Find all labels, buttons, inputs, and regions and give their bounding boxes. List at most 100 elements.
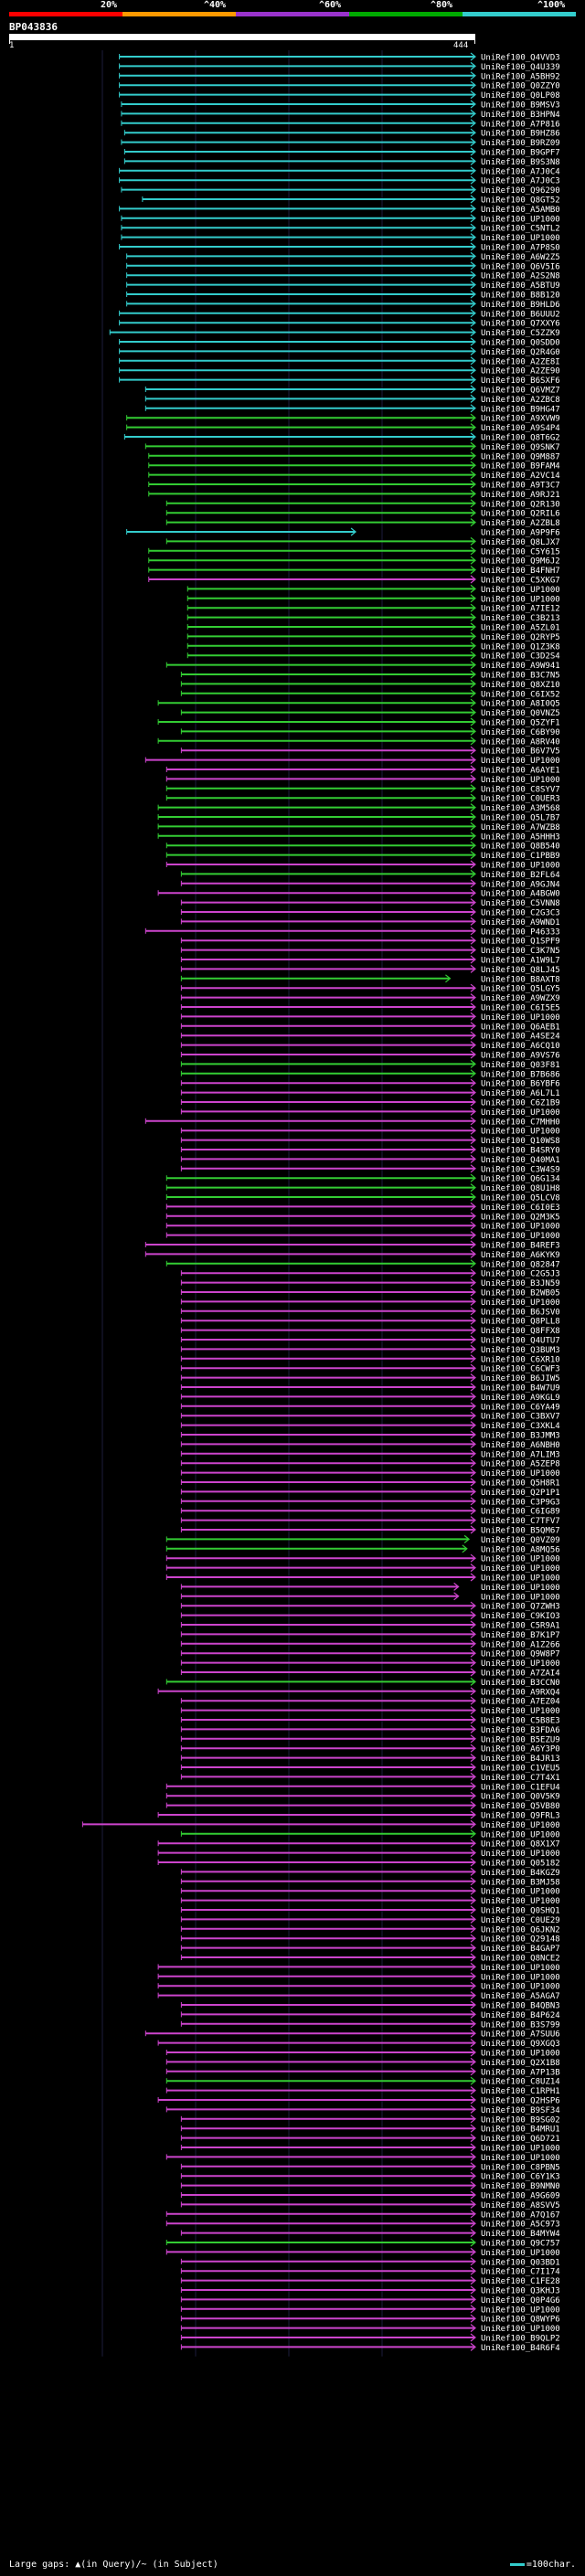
hit-row[interactable]: UniRef100_A7J0C3 bbox=[119, 175, 560, 186]
hit-row[interactable]: UniRef100_B9SG02 bbox=[180, 2115, 560, 2125]
hit-row[interactable]: UniRef100_A9T3C7 bbox=[148, 480, 560, 491]
hit-row[interactable]: UniRef100_A2ZE90 bbox=[119, 366, 560, 376]
hit-label[interactable]: UniRef100_Q9W8P7 bbox=[481, 1650, 560, 1659]
hit-label[interactable]: UniRef100_Q8PLL8 bbox=[481, 1318, 560, 1327]
hit-label[interactable]: UniRef100_C3B213 bbox=[481, 614, 560, 623]
hit-row[interactable]: UniRef100_Q3BUM3 bbox=[180, 1344, 560, 1355]
hit-label[interactable]: UniRef100_Q0SDD0 bbox=[481, 339, 560, 348]
hit-label[interactable]: UniRef100_UP1000 bbox=[481, 1707, 560, 1716]
hit-row[interactable]: UniRef100_C5VNN8 bbox=[180, 898, 560, 909]
hit-label[interactable]: UniRef100_UP1000 bbox=[481, 2145, 560, 2154]
hit-row[interactable]: UniRef100_A9S4P4 bbox=[126, 423, 560, 434]
hit-row[interactable]: UniRef100_A5BTU9 bbox=[126, 281, 560, 292]
hit-row[interactable]: UniRef100_Q8FFX8 bbox=[180, 1326, 560, 1337]
hit-row[interactable]: UniRef100_Q5VB80 bbox=[165, 1801, 560, 1812]
hit-row[interactable]: UniRef100_A7SUU6 bbox=[144, 2029, 560, 2040]
hit-row[interactable]: UniRef100_Q8PLL8 bbox=[180, 1316, 560, 1327]
hit-label[interactable]: UniRef100_Q0SHQ1 bbox=[481, 1907, 560, 1916]
hit-row[interactable]: UniRef100_C1RPH1 bbox=[165, 2086, 560, 2097]
hit-row[interactable]: UniRef100_B4JR13 bbox=[180, 1754, 560, 1765]
hit-row[interactable]: UniRef100_B6JSV0 bbox=[180, 1307, 560, 1318]
hit-row[interactable]: UniRef100_C6BY90 bbox=[180, 726, 560, 737]
hit-row[interactable]: UniRef100_B9HZ86 bbox=[123, 128, 560, 139]
hit-row[interactable]: UniRef100_Q2R130 bbox=[165, 499, 560, 510]
hit-label[interactable]: UniRef100_B4GAP7 bbox=[481, 1945, 560, 1954]
hit-label[interactable]: UniRef100_UP1000 bbox=[481, 1128, 560, 1137]
hit-label[interactable]: UniRef100_Q0ZZY0 bbox=[481, 82, 560, 91]
hit-label[interactable]: UniRef100_C6I5E5 bbox=[481, 1004, 560, 1013]
hit-label[interactable]: UniRef100_Q8X1X7 bbox=[481, 1840, 560, 1850]
hit-row[interactable]: UniRef100_Q05182 bbox=[157, 1858, 560, 1869]
hit-row[interactable]: UniRef100_Q0LP08 bbox=[119, 90, 560, 101]
hit-row[interactable]: UniRef100_A7Q167 bbox=[165, 2210, 560, 2221]
hit-label[interactable]: UniRef100_C8UZ14 bbox=[481, 2078, 560, 2087]
hit-label[interactable]: UniRef100_UP1000 bbox=[481, 1888, 560, 1897]
hit-row[interactable]: UniRef100_B4SRY0 bbox=[180, 1145, 560, 1156]
hit-row[interactable]: UniRef100_Q0VNZ5 bbox=[180, 708, 560, 719]
hit-row[interactable]: UniRef100_C3XKL4 bbox=[180, 1421, 560, 1432]
hit-label[interactable]: UniRef100_A7P816 bbox=[481, 120, 560, 129]
hit-label[interactable]: UniRef100_C7I174 bbox=[481, 2268, 560, 2277]
hit-label[interactable]: UniRef100_A5BTU9 bbox=[481, 281, 560, 291]
hit-row[interactable]: UniRef100_Q10WS8 bbox=[180, 1136, 560, 1147]
hit-row[interactable]: UniRef100_C3P9G3 bbox=[180, 1497, 560, 1508]
hit-row[interactable]: UniRef100_A7P8S0 bbox=[119, 242, 560, 253]
hit-row[interactable]: UniRef100_C5R9A1 bbox=[180, 1620, 560, 1631]
hit-row[interactable]: UniRef100_P46333 bbox=[144, 927, 560, 938]
hit-row[interactable]: UniRef100_C5Y615 bbox=[148, 546, 560, 557]
hit-label[interactable]: UniRef100_C1RPH1 bbox=[481, 2087, 560, 2096]
hit-row[interactable]: UniRef100_Q0VZ09 bbox=[165, 1534, 560, 1545]
hit-label[interactable]: UniRef100_B9RZ09 bbox=[481, 139, 560, 148]
hit-label[interactable]: UniRef100_Q8XZ10 bbox=[481, 681, 560, 690]
hit-label[interactable]: UniRef100_Q05182 bbox=[481, 1860, 560, 1869]
hit-row[interactable]: UniRef100_B4MYW4 bbox=[180, 2229, 560, 2240]
hit-label[interactable]: UniRef100_Q6JKN2 bbox=[481, 1925, 560, 1935]
hit-label[interactable]: UniRef100_Q1SPF9 bbox=[481, 938, 560, 947]
hit-row[interactable]: UniRef100_B4GAP7 bbox=[180, 1944, 560, 1955]
hit-label[interactable]: UniRef100_Q03BD1 bbox=[481, 2258, 560, 2267]
hit-label[interactable]: UniRef100_A7WZB8 bbox=[481, 823, 560, 832]
hit-label[interactable]: UniRef100_Q0P4G6 bbox=[481, 2296, 560, 2306]
hit-label[interactable]: UniRef100_B3JMM3 bbox=[481, 1432, 560, 1441]
hit-row[interactable]: UniRef100_Q0SHQ1 bbox=[180, 1905, 560, 1916]
hit-row[interactable]: UniRef100_UP1000 bbox=[180, 1126, 560, 1137]
hit-label[interactable]: UniRef100_Q6D721 bbox=[481, 2135, 560, 2144]
hit-row[interactable]: UniRef100_C1VEU5 bbox=[180, 1763, 560, 1774]
hit-row[interactable]: UniRef100_Q9M887 bbox=[148, 451, 560, 462]
hit-label[interactable]: UniRef100_A7J0C4 bbox=[481, 167, 560, 176]
hit-row[interactable]: UniRef100_Q2RIL6 bbox=[165, 508, 560, 519]
hit-row[interactable]: UniRef100_B9HG47 bbox=[144, 404, 560, 415]
hit-label[interactable]: UniRef100_B9GPF7 bbox=[481, 149, 560, 158]
hit-row[interactable]: UniRef100_B9NMN0 bbox=[180, 2181, 560, 2192]
hit-label[interactable]: UniRef100_A2ZE90 bbox=[481, 367, 560, 376]
hit-row[interactable]: UniRef100_UP1000 bbox=[186, 594, 560, 605]
hit-label[interactable]: UniRef100_B3C7N5 bbox=[481, 672, 560, 681]
hit-label[interactable]: UniRef100_Q4UTU7 bbox=[481, 1337, 560, 1346]
hit-row[interactable]: UniRef100_UP1000 bbox=[180, 1896, 560, 1907]
hit-row[interactable]: UniRef100_C3K7N5 bbox=[180, 946, 560, 957]
hit-row[interactable]: UniRef100_B4QBN3 bbox=[180, 2000, 560, 2011]
hit-row[interactable]: UniRef100_C3B213 bbox=[186, 613, 560, 624]
hit-label[interactable]: UniRef100_Q2R130 bbox=[481, 500, 560, 509]
hit-row[interactable]: UniRef100_A9WND1 bbox=[180, 917, 560, 928]
hit-row[interactable]: UniRef100_B6JIW5 bbox=[180, 1373, 560, 1384]
hit-row[interactable]: UniRef100_UP1000 bbox=[81, 1819, 560, 1830]
hit-row[interactable]: UniRef100_B9S3N8 bbox=[123, 156, 560, 167]
hit-label[interactable]: UniRef100_UP1000 bbox=[481, 2050, 560, 2059]
hit-row[interactable]: UniRef100_A6L7L1 bbox=[180, 1088, 560, 1099]
hit-label[interactable]: UniRef100_Q8NCE2 bbox=[481, 1955, 560, 1964]
hit-row[interactable]: UniRef100_C6CWF3 bbox=[180, 1363, 560, 1374]
hit-row[interactable]: UniRef100_B4P624 bbox=[180, 2009, 560, 2020]
hit-label[interactable]: UniRef100_A6W2Z5 bbox=[481, 253, 560, 262]
hit-row[interactable]: UniRef100_B3FDA6 bbox=[180, 1724, 560, 1735]
hit-row[interactable]: UniRef100_A9W941 bbox=[165, 661, 560, 672]
hit-label[interactable]: UniRef100_UP1000 bbox=[481, 586, 560, 595]
hit-label[interactable]: UniRef100_A9VS76 bbox=[481, 1052, 560, 1061]
hit-label[interactable]: UniRef100_Q2R4G0 bbox=[481, 348, 560, 357]
hit-row[interactable]: UniRef100_UP1000 bbox=[180, 2305, 560, 2316]
hit-label[interactable]: UniRef100_UP1000 bbox=[481, 2325, 560, 2334]
hit-row[interactable]: UniRef100_A5AGA7 bbox=[157, 1991, 560, 2002]
hit-label[interactable]: UniRef100_Q2P1P1 bbox=[481, 1489, 560, 1498]
hit-row[interactable]: UniRef100_Q2P1P1 bbox=[180, 1487, 560, 1498]
hit-label[interactable]: UniRef100_Q7XXY6 bbox=[481, 320, 560, 329]
